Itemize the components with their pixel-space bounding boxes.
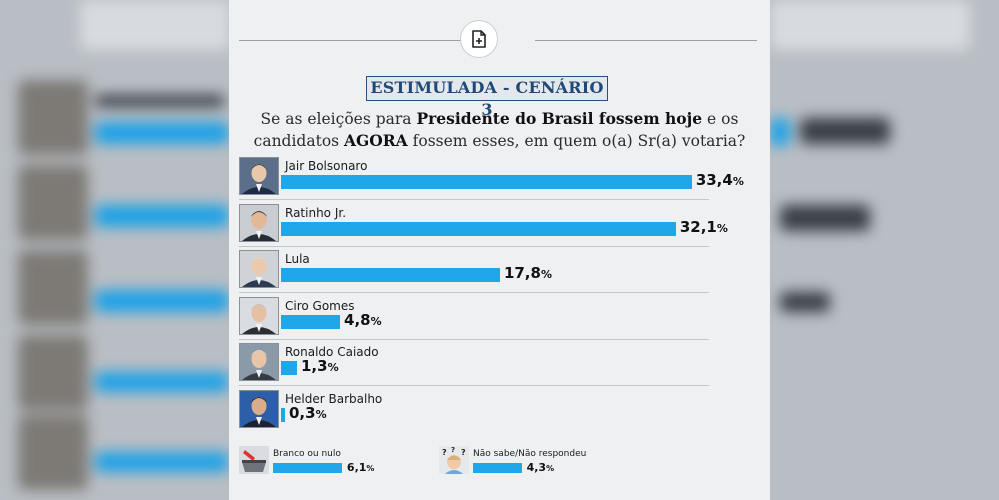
extra-name: Branco ou nulo bbox=[273, 449, 341, 459]
candidate-value: 0,3% bbox=[289, 403, 327, 422]
candidate-bar bbox=[281, 175, 692, 189]
candidate-row: Ciro Gomes 4,8% bbox=[239, 294, 709, 340]
candidate-photo bbox=[239, 203, 279, 242]
question-text: e os candidatos bbox=[253, 110, 739, 150]
candidate-bar bbox=[281, 268, 500, 282]
question-bold-text: Presidente do Brasil fossem hoje bbox=[416, 109, 703, 128]
candidate-bar bbox=[281, 314, 341, 329]
extra-value: 4,3% bbox=[526, 461, 555, 474]
candidate-name: Ratinho Jr. bbox=[285, 205, 347, 220]
candidate-bar bbox=[281, 361, 297, 375]
document-add-button[interactable] bbox=[460, 20, 498, 58]
candidate-value: 32,1% bbox=[679, 217, 728, 236]
candidate-row: Ratinho Jr. 32,1% bbox=[239, 201, 728, 247]
row-divider bbox=[239, 338, 709, 340]
question-text: fossem esses, em quem o(a) Sr(a) votaria… bbox=[407, 132, 746, 150]
candidate-row: Jair Bolsonaro 33,4% bbox=[239, 154, 744, 200]
ballot-box-icon bbox=[239, 446, 269, 474]
extra-item-branco-nulo: Branco ou nulo 6,1% bbox=[239, 442, 429, 482]
row-divider bbox=[239, 199, 709, 200]
candidate-value: 17,8% bbox=[503, 264, 552, 282]
candidate-row: Lula 17,8% bbox=[239, 247, 709, 293]
header-divider-left bbox=[239, 40, 463, 41]
candidate-name: Lula bbox=[285, 252, 310, 266]
svg-text:?: ? bbox=[442, 448, 447, 457]
confused-person-icon: ? ? ? bbox=[439, 446, 469, 474]
candidate-name: Ronaldo Caiado bbox=[285, 345, 379, 359]
candidate-row: Helder Barbalho 0,3% bbox=[239, 387, 709, 433]
candidate-photo bbox=[239, 389, 279, 428]
candidate-bar bbox=[281, 221, 676, 236]
extra-name: Não sabe/Não respondeu bbox=[473, 449, 587, 459]
candidate-name: Jair Bolsonaro bbox=[285, 159, 368, 173]
row-divider bbox=[239, 385, 709, 386]
candidate-name: Ciro Gomes bbox=[285, 298, 355, 313]
chart-question: Se as eleições para Presidente do Brasil… bbox=[229, 108, 770, 152]
candidate-photo bbox=[239, 343, 279, 381]
candidate-value: 33,4% bbox=[695, 171, 744, 189]
candidate-value: 1,3% bbox=[300, 357, 339, 375]
row-divider bbox=[239, 245, 709, 247]
extra-bar bbox=[273, 463, 342, 473]
extra-value: 6,1% bbox=[346, 461, 375, 474]
row-divider bbox=[239, 292, 709, 293]
svg-text:?: ? bbox=[461, 448, 466, 457]
poll-card: ESTIMULADA - CENÁRIO 3 Se as eleições pa… bbox=[229, 0, 770, 500]
candidate-name: Helder Barbalho bbox=[285, 391, 383, 406]
header-divider-right bbox=[535, 40, 757, 41]
chart-title: ESTIMULADA - CENÁRIO 3 bbox=[366, 76, 608, 119]
candidate-photo bbox=[239, 296, 279, 335]
candidate-value: 4,8% bbox=[344, 310, 382, 329]
candidate-row: Ronaldo Caiado 1,3% bbox=[239, 340, 709, 386]
candidate-bar bbox=[281, 407, 285, 422]
extra-item-nao-sabe: ? ? ? Não sabe/Não respondeu 4,3% bbox=[439, 442, 639, 482]
svg-text:?: ? bbox=[451, 446, 455, 454]
document-add-icon bbox=[472, 30, 486, 48]
question-text: Se as eleições para bbox=[260, 110, 417, 128]
candidate-photo bbox=[239, 157, 279, 195]
extra-bar bbox=[473, 463, 522, 473]
candidate-photo bbox=[239, 250, 279, 288]
question-bold-text: AGORA bbox=[344, 131, 408, 150]
